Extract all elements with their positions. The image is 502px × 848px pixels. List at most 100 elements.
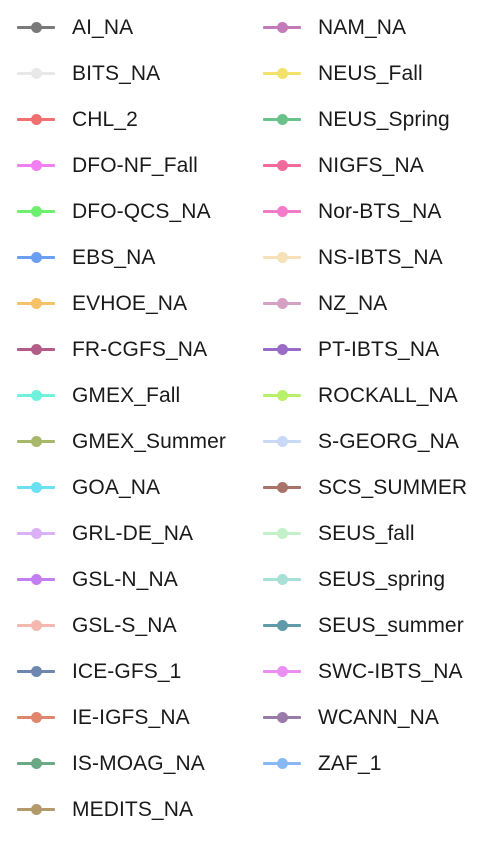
legend-label: SCS_SUMMER (318, 476, 468, 499)
legend-label: NZ_NA (318, 292, 388, 315)
legend-point-marker (31, 804, 42, 815)
legend-item: DFO-QCS_NA (17, 197, 211, 227)
legend-swatch (263, 565, 301, 595)
legend-swatch (17, 565, 55, 595)
legend-item: Nor-BTS_NA (263, 197, 442, 227)
legend-swatch (17, 749, 55, 779)
legend-label: SEUS_fall (318, 522, 415, 545)
legend-point-marker (31, 160, 42, 171)
legend-label: FR-CGFS_NA (72, 338, 208, 361)
legend-swatch (263, 289, 301, 319)
legend-point-marker (31, 666, 42, 677)
legend-item: CHL_2 (17, 105, 138, 135)
legend-swatch (17, 427, 55, 457)
legend-point-marker (31, 114, 42, 125)
legend-point-marker (277, 574, 288, 585)
legend-item: FR-CGFS_NA (17, 335, 207, 365)
legend-swatch (17, 611, 55, 641)
legend-swatch (263, 59, 301, 89)
legend-swatch (263, 611, 301, 641)
legend-item: MEDITS_NA (17, 795, 193, 825)
legend-item: SEUS_summer (263, 611, 464, 641)
legend-label: S-GEORG_NA (318, 430, 460, 453)
legend-label: ROCKALL_NA (318, 384, 458, 407)
legend-point-marker (31, 390, 42, 401)
legend-swatch (17, 703, 55, 733)
legend-swatch (263, 13, 301, 43)
legend-label: GOA_NA (72, 476, 161, 499)
legend-label: PT-IBTS_NA (318, 338, 440, 361)
legend-swatch (263, 243, 301, 273)
legend-swatch (17, 519, 55, 549)
legend-swatch (17, 381, 55, 411)
legend-point-marker (277, 252, 288, 263)
legend-swatch (263, 519, 301, 549)
legend-point-marker (31, 252, 42, 263)
legend-point-marker (31, 436, 42, 447)
legend-label: SWC-IBTS_NA (318, 660, 463, 683)
legend-swatch (263, 151, 301, 181)
legend-point-marker (31, 620, 42, 631)
legend-swatch (263, 749, 301, 779)
legend-label: CHL_2 (72, 108, 138, 131)
legend-point-marker (31, 482, 42, 493)
legend-item: GRL-DE_NA (17, 519, 193, 549)
legend-item: NIGFS_NA (263, 151, 424, 181)
legend-point-marker (31, 68, 42, 79)
legend-swatch (17, 197, 55, 227)
legend-swatch (17, 105, 55, 135)
legend-label: DFO-QCS_NA (72, 200, 211, 223)
legend-item: GSL-N_NA (17, 565, 178, 595)
legend-point-marker (277, 528, 288, 539)
legend-point-marker (277, 436, 288, 447)
legend-swatch (263, 473, 301, 503)
legend-item: S-GEORG_NA (263, 427, 459, 457)
legend-item: NS-IBTS_NA (263, 243, 443, 273)
legend-swatch (17, 795, 55, 825)
legend-point-marker (31, 574, 42, 585)
legend-item: SCS_SUMMER (263, 473, 467, 503)
legend-swatch (17, 335, 55, 365)
legend-point-marker (277, 758, 288, 769)
legend-item: EVHOE_NA (17, 289, 187, 319)
legend-item: SWC-IBTS_NA (263, 657, 463, 687)
legend-label: GMEX_Fall (72, 384, 181, 407)
legend-item: GOA_NA (17, 473, 160, 503)
legend-label: SEUS_summer (318, 614, 464, 637)
legend-item: ICE-GFS_1 (17, 657, 181, 687)
legend-label: GSL-N_NA (72, 568, 178, 591)
legend-point-marker (31, 206, 42, 217)
legend-item: SEUS_spring (263, 565, 445, 595)
legend-label: BITS_NA (72, 62, 161, 85)
legend-item: NEUS_Fall (263, 59, 423, 89)
legend-swatch (17, 473, 55, 503)
legend-item: IE-IGFS_NA (17, 703, 190, 733)
legend-label: NEUS_Fall (318, 62, 423, 85)
legend-point-marker (31, 712, 42, 723)
legend-swatch (263, 197, 301, 227)
legend-swatch (263, 703, 301, 733)
legend-point-marker (277, 22, 288, 33)
legend-item: IS-MOAG_NA (17, 749, 205, 779)
legend-label: GRL-DE_NA (72, 522, 194, 545)
legend-label: ICE-GFS_1 (72, 660, 182, 683)
legend-point-marker (31, 22, 42, 33)
legend-point-marker (277, 620, 288, 631)
legend-point-marker (277, 390, 288, 401)
legend-item: PT-IBTS_NA (263, 335, 439, 365)
legend-point-marker (31, 298, 42, 309)
legend-label: WCANN_NA (318, 706, 439, 729)
legend-point-marker (277, 344, 288, 355)
legend-point-marker (31, 528, 42, 539)
legend-point-marker (277, 666, 288, 677)
legend-swatch (17, 59, 55, 89)
legend-point-marker (277, 68, 288, 79)
legend-swatch (263, 381, 301, 411)
legend-swatch (263, 427, 301, 457)
legend-item: DFO-NF_Fall (17, 151, 198, 181)
legend-point-marker (31, 344, 42, 355)
legend-item: EBS_NA (17, 243, 155, 273)
legend-label: AI_NA (72, 16, 134, 39)
legend-swatch (17, 243, 55, 273)
